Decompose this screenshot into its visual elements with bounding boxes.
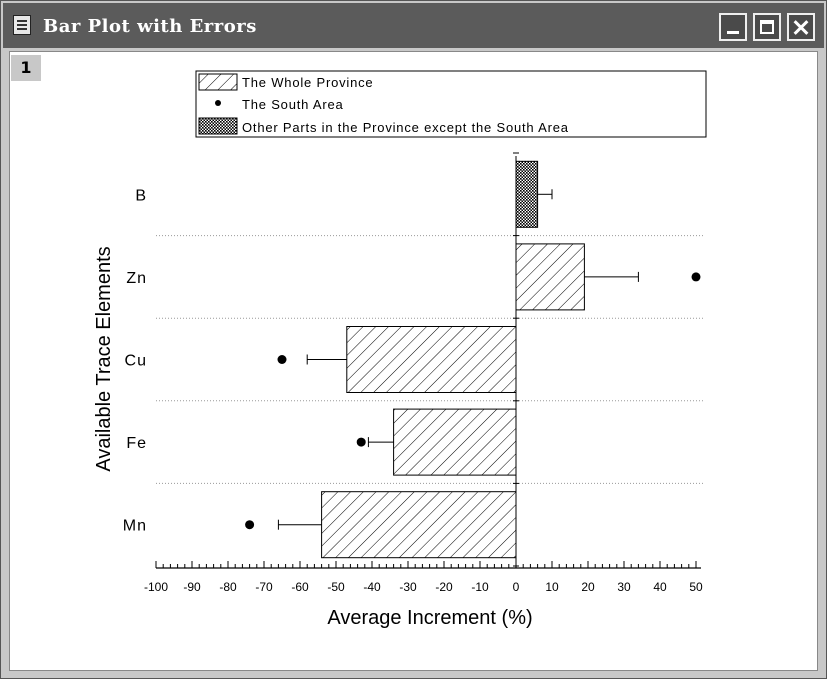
x-tick-label: -20 xyxy=(435,580,453,594)
legend-box xyxy=(195,70,707,138)
x-tick-labels: -100 -90 -80 -70 -60 -50 -40 -30 -20 -10 0 10 20 30 40… xyxy=(144,580,703,594)
legend-label-other-parts: Other Parts in the Province except the S… xyxy=(242,120,569,135)
x-tick-label: -40 xyxy=(363,580,381,594)
window-title: Bar Plot with Errors xyxy=(43,16,257,37)
x-tick-label: 10 xyxy=(545,580,559,594)
x-tick-label: 30 xyxy=(617,580,631,594)
bar xyxy=(515,243,585,311)
category-label: Fe xyxy=(126,435,147,452)
category-labels: B Zn Cu Fe Mn xyxy=(123,187,147,535)
bar xyxy=(321,491,517,559)
y-axis-label: Available Trace Elements xyxy=(93,246,115,471)
legend-label-whole-province: The Whole Province xyxy=(242,75,373,90)
close-button[interactable] xyxy=(787,13,815,41)
legend: The Whole Province The South Area Other … xyxy=(195,70,707,138)
legend-marker-south-area xyxy=(215,100,221,106)
maximize-button[interactable] xyxy=(753,13,781,41)
data-point xyxy=(691,272,701,282)
x-tick-label: -80 xyxy=(219,580,237,594)
x-tick-label: -90 xyxy=(183,580,201,594)
x-tick-label: -50 xyxy=(327,580,345,594)
minimize-button[interactable] xyxy=(719,13,747,41)
x-axis-label: Average Increment (%) xyxy=(327,607,532,629)
category-label: B xyxy=(135,187,147,204)
x-tick-label: -100 xyxy=(144,580,168,594)
x-tick-label: -70 xyxy=(255,580,273,594)
category-label: Cu xyxy=(125,353,147,370)
bar xyxy=(393,408,517,476)
bar xyxy=(346,326,517,393)
bar xyxy=(515,160,539,228)
x-tick-label: -60 xyxy=(291,580,309,594)
data-point xyxy=(277,355,287,364)
category-label: Mn xyxy=(123,518,147,535)
legend-swatch-other-parts xyxy=(198,117,238,135)
x-tick-label: -30 xyxy=(399,580,417,594)
data-point xyxy=(356,437,366,447)
axes xyxy=(155,152,701,569)
title-bar[interactable]: Bar Plot with Errors xyxy=(3,3,824,48)
graph-window-icon[interactable] xyxy=(13,15,31,35)
x-tick-label: 40 xyxy=(653,580,667,594)
x-tick-label: 50 xyxy=(689,580,703,594)
x-tick-label: 0 xyxy=(513,580,520,594)
layer-tab[interactable]: 1 xyxy=(11,55,41,81)
bars xyxy=(321,160,585,559)
error-bars xyxy=(277,189,639,530)
south-area-points xyxy=(245,272,701,530)
legend-swatch-whole-province xyxy=(198,73,238,91)
data-point xyxy=(245,520,255,530)
legend-label-south-area: The South Area xyxy=(242,97,344,112)
category-label: Zn xyxy=(126,270,147,287)
x-tick-label: 20 xyxy=(581,580,595,594)
x-tick-label: -10 xyxy=(471,580,489,594)
gridlines xyxy=(156,235,704,484)
